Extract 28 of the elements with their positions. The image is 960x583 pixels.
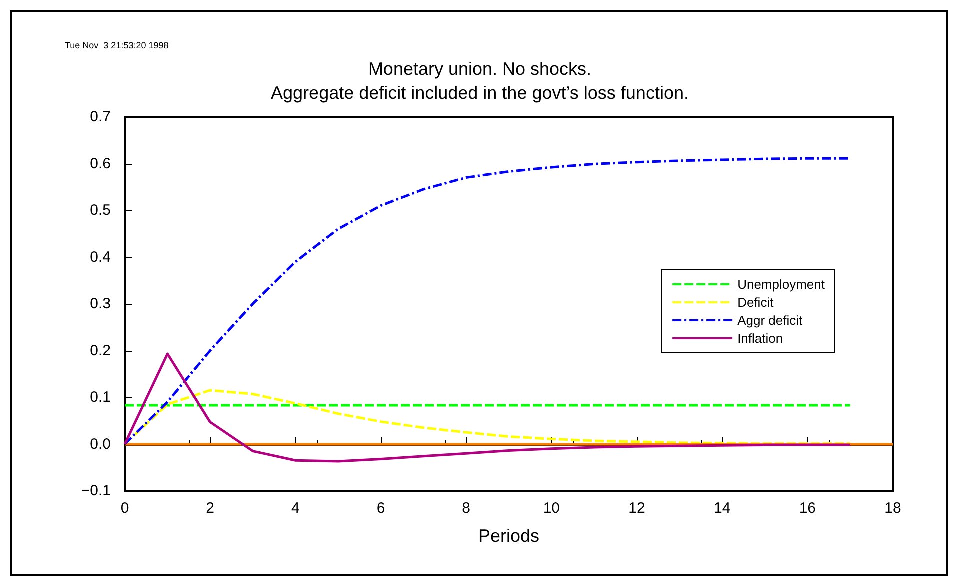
chart-subtitle: Aggregate deficit included in the govt’s loss function. xyxy=(271,83,689,103)
text: Tue Nov 3 21:53:20 1998 xyxy=(65,40,169,50)
y-tick-label: 0.4 xyxy=(90,248,111,266)
y-tick-label: 0.0 xyxy=(90,436,111,453)
x-tick-label: 14 xyxy=(714,500,731,517)
legend-label: Deficit xyxy=(738,295,774,310)
x-tick-label: 6 xyxy=(376,500,386,517)
x-tick-label: 16 xyxy=(799,500,816,517)
legend-label: Inflation xyxy=(738,331,784,346)
x-tick-label: 12 xyxy=(628,500,646,517)
legend-label: Aggr deficit xyxy=(738,313,803,328)
x-tick-label: 8 xyxy=(462,500,471,517)
x-tick-label: 4 xyxy=(291,500,300,517)
y-tick-label: 0.7 xyxy=(90,108,111,126)
y-tick-label: 0.1 xyxy=(90,389,111,406)
x-axis-title: Periods xyxy=(478,526,540,546)
x-tick-label: 18 xyxy=(884,500,902,517)
y-tick-label: −0.1 xyxy=(81,482,111,500)
y-tick-label: 0.2 xyxy=(90,342,111,360)
y-tick-label: 0.5 xyxy=(90,202,111,219)
x-tick-label: 0 xyxy=(120,500,130,517)
y-tick-label: 0.3 xyxy=(90,296,111,312)
line-series xyxy=(124,352,852,463)
chart-title: Monetary union. No shocks. xyxy=(368,59,592,79)
x-tick-label: 2 xyxy=(206,500,215,517)
y-tick-label: 0.6 xyxy=(90,155,111,172)
x-tick-label: 10 xyxy=(543,500,560,517)
legend-label: Unemployment xyxy=(738,277,826,292)
